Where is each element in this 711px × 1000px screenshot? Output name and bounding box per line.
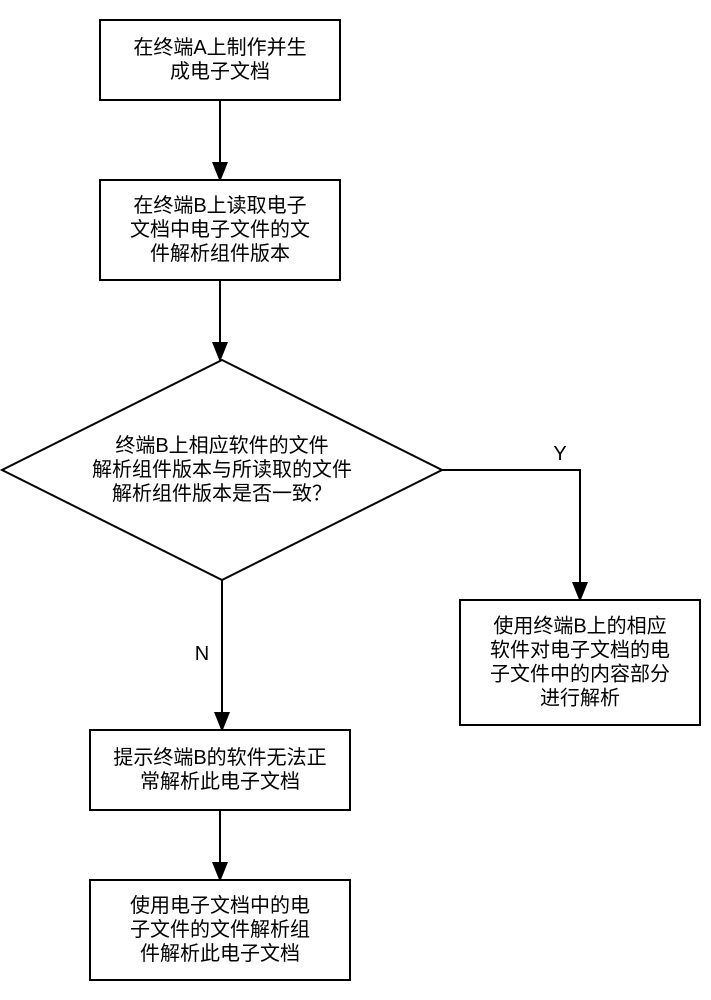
node-text: 子文件中的内容部分 [490,663,670,686]
node-text: 提示终端B的软件无法正 [113,746,326,769]
node-text: 件解析组件版本 [150,242,290,265]
edge-label: N [195,643,209,665]
node-text: 终端B上相应软件的文件 [115,434,328,457]
node-text: 在终端A上制作并生 [133,36,306,59]
node-text: 解析组件版本与所读取的文件 [92,458,352,481]
flow-node-n3: 终端B上相应软件的文件解析组件版本与所读取的文件解析组件版本是否一致？ [2,360,442,580]
flow-node-n4: 使用终端B上的相应软件对电子文档的电子文件中的内容部分进行解析 [460,600,700,725]
node-text: 在终端B上读取电子 [133,194,306,217]
flow-node-n1: 在终端A上制作并生成电子文档 [100,20,340,100]
edge [442,470,580,600]
flow-node-n5: 提示终端B的软件无法正常解析此电子文档 [90,730,350,810]
node-text: 件解析此电子文档 [140,942,300,965]
flow-node-n6: 使用电子文档中的电子文件的文件解析组件解析此电子文档 [90,880,350,980]
node-text: 进行解析 [540,687,620,710]
node-text: 子文件的文件解析组 [130,918,310,941]
node-text: 软件对电子文档的电 [490,639,670,662]
node-text: 文档中电子文件的文 [130,218,310,241]
node-text: 使用电子文档中的电 [130,894,310,917]
node-text: 使用终端B上的相应 [493,615,666,638]
flow-node-n2: 在终端B上读取电子文档中电子文件的文件解析组件版本 [100,180,340,280]
node-text: 成电子文档 [170,60,270,83]
node-text: 解析组件版本是否一致？ [112,482,332,505]
node-text: 常解析此电子文档 [140,770,300,793]
edge-label: Y [553,443,566,465]
